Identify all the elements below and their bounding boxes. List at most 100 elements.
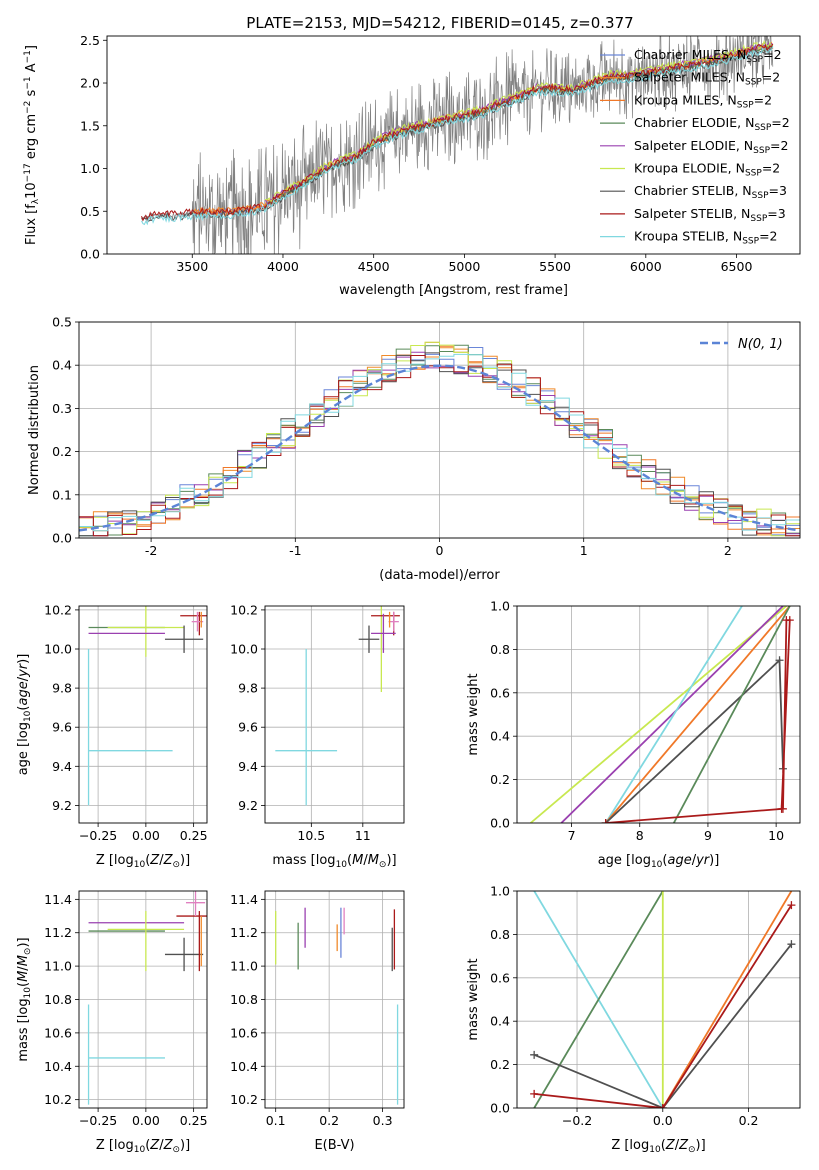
y-tick-label: 1.0	[490, 884, 510, 899]
text-fragment: SSP	[737, 100, 754, 110]
x-tick-label: 0.00	[132, 828, 160, 843]
text-fragment: ⊙	[23, 948, 33, 956]
plot-area	[275, 606, 400, 806]
text-fragment: /	[692, 853, 697, 868]
text-fragment: =2	[770, 138, 788, 153]
axes-frame	[78, 890, 208, 1109]
text-fragment: mass [log	[16, 998, 31, 1061]
text-fragment: M	[16, 971, 31, 982]
gaussian-curve	[79, 364, 800, 532]
gridlines	[79, 606, 207, 823]
panel-age-vs-mass: 10.5 11 9.2 9.4 9.6 9.8 10.0 10.2 mass [log10​(M…	[230, 602, 405, 870]
text-fragment: =2	[759, 229, 777, 244]
text-fragment: =2	[762, 70, 780, 85]
text-fragment: )]	[16, 937, 31, 947]
text-fragment: ⊙	[379, 860, 387, 870]
x-axis-label: Z [log10​(Z/Z⊙​)]	[96, 853, 190, 870]
text-fragment: (	[661, 1138, 666, 1153]
y-tick-label: 10.6	[230, 1025, 258, 1040]
text-fragment: SSP	[754, 123, 771, 133]
y-tick-label: 1.0	[490, 599, 510, 614]
text-fragment: Salpeter MILES, N	[634, 70, 745, 85]
text-fragment: ]	[24, 45, 39, 50]
marker-plus	[778, 804, 787, 813]
y-tick-label: 0.5	[80, 204, 100, 219]
x-tick-label: 1	[580, 543, 588, 558]
text-fragment: =2	[771, 115, 789, 130]
x-axis-label: Z [log10​(Z/Z⊙​)]	[611, 1138, 705, 1155]
axes: 7 8 9 10 0.0 0.2 0.4 0.6 0.8 1.0 age [log10​(age/y…	[466, 599, 801, 870]
x-tick-label: 5000	[448, 259, 480, 274]
text-fragment: −2	[23, 101, 33, 114]
text-fragment: 10	[24, 182, 39, 199]
text-fragment: Z	[665, 1138, 676, 1153]
text-fragment: age [log	[598, 853, 651, 868]
legend-entry: Kroupa MILES, NSSP​=2	[634, 92, 772, 110]
y-tick-label: 9.6	[238, 720, 258, 735]
y-tick-label: 0.5	[52, 315, 72, 330]
text-fragment: Chabrier ELODIE, N	[634, 115, 754, 130]
weight-line-3	[605, 606, 791, 823]
y-tick-label: 9.2	[238, 798, 258, 813]
model-line-8	[141, 46, 774, 226]
plot-area	[87, 606, 207, 806]
text-fragment: 10	[651, 860, 663, 870]
plot-area	[79, 341, 800, 537]
x-tick-label: −0.2	[562, 1113, 592, 1128]
y-tick-label: 0.1	[52, 487, 72, 502]
y-tick-label: 11.0	[230, 959, 258, 974]
weight-line-1	[560, 606, 784, 823]
weight-line-2	[604, 606, 743, 823]
text-fragment: )]	[180, 1138, 190, 1153]
marker-plus	[787, 901, 796, 910]
text-fragment: ⊙	[172, 1145, 180, 1155]
text-fragment: 10	[649, 1145, 661, 1155]
marker-plus	[782, 616, 791, 625]
histogram-5	[79, 341, 800, 537]
panel-mass-vs-EBV: 0.1 0.2 0.3 10.2 10.4 10.6 10.8 11.0 11.2 11.4 E(B…	[230, 890, 405, 1153]
text-fragment: Z	[163, 853, 174, 868]
y-tick-label: 11.2	[230, 925, 258, 940]
x-tick-label: 7	[568, 828, 576, 843]
y-tick-label: 11.4	[230, 892, 258, 907]
gridlines	[79, 891, 207, 1108]
plot-area	[87, 891, 207, 1105]
text-fragment: SSP	[752, 191, 769, 201]
text-fragment: Z	[149, 853, 160, 868]
text-fragment: Chabrier STELIB, N	[634, 183, 752, 198]
y-tick-label: 0.0	[80, 247, 100, 262]
y-axis-label: mass [log10​(M/M⊙​)]	[16, 937, 33, 1061]
gridlines	[265, 891, 404, 1108]
text-fragment: /	[675, 1138, 680, 1153]
y-tick-label: 9.8	[238, 681, 258, 696]
text-fragment: (	[16, 982, 31, 987]
y-tick-label: 0.2	[490, 1057, 510, 1072]
text-fragment: Kroupa ELODIE, N	[634, 161, 745, 176]
text-fragment: (	[145, 853, 150, 868]
histogram-8	[79, 353, 800, 537]
plot-area	[530, 891, 796, 1108]
text-fragment: )]	[709, 853, 719, 868]
y-axis-label: Flux [fλ​10−17​ erg cm−2​ s−1​ A−1​]	[23, 45, 41, 245]
text-fragment: SSP	[750, 214, 767, 224]
marker-plus	[530, 1050, 539, 1059]
marker-plus	[775, 656, 784, 665]
x-axis-label: Z [log10​(Z/Z⊙​)]	[96, 1138, 190, 1155]
text-fragment: Salpeter ELODIE, N	[634, 138, 753, 153]
y-tick-label: 10.2	[230, 1092, 258, 1107]
panel-age-vs-Z: −0.25 0.00 0.259.29.49.69.810.010.2Z [log1…	[16, 602, 208, 870]
y-tick-label: 0.0	[490, 816, 510, 831]
plot-area	[275, 907, 399, 1105]
text-fragment: Z	[149, 1138, 160, 1153]
legend-entry: Chabrier MILES, NSSP​=2	[634, 47, 782, 65]
axes: 10.5 11 9.2 9.4 9.6 9.8 10.0 10.2 mass [log10​(M…	[230, 602, 405, 870]
observed-spectrum	[141, 36, 774, 254]
legend-entry: Chabrier STELIB, NSSP​=3	[634, 183, 787, 201]
x-tick-label: 0.1	[266, 1113, 286, 1128]
y-tick-label: 11.4	[44, 892, 72, 907]
y-tick-label: 9.8	[52, 681, 72, 696]
x-tick-label: 0	[436, 543, 444, 558]
y-tick-label: 10.0	[230, 642, 258, 657]
text-fragment: Chabrier MILES, N	[634, 47, 746, 62]
